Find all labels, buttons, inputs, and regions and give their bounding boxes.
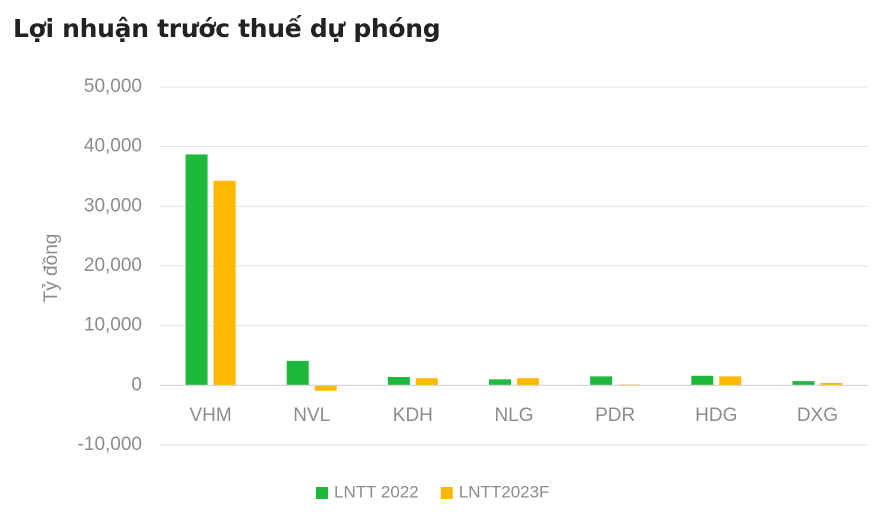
bar-nvl-series-1 <box>286 360 309 386</box>
bar-dxg-series-1 <box>792 381 815 386</box>
legend-label: LNTT2023F <box>459 482 550 501</box>
bar-kdh-series-2 <box>415 378 438 386</box>
bar-dxg-series-2 <box>820 382 843 386</box>
bar-nlg-series-2 <box>517 378 539 386</box>
bar-hdg-series-1 <box>691 375 714 386</box>
bar-kdh-series-1 <box>387 376 410 386</box>
x-tick-label: KDH <box>393 405 433 426</box>
y-tick-label: 50,000 <box>84 76 142 97</box>
bar-vhm-series-2 <box>213 180 236 386</box>
x-tick-label: NVL <box>293 405 330 426</box>
legend-swatch <box>440 487 453 499</box>
gridlines <box>160 86 868 446</box>
x-tick-label: VHM <box>189 405 231 426</box>
x-tick-label: PDR <box>595 405 635 426</box>
x-tick-label: HDG <box>695 405 737 426</box>
x-tick-label: NLG <box>494 405 533 426</box>
y-axis-ticks: 50,000 40,000 30,000 20,000 10,000 0 -10,000 <box>78 76 142 455</box>
y-tick-label: 20,000 <box>84 255 142 276</box>
bar-pdr-series-1 <box>590 376 613 386</box>
y-tick-label: -10,000 <box>78 434 142 455</box>
bar-vhm-series-1 <box>185 154 208 386</box>
y-axis-label: Tỷ đồng <box>41 234 62 303</box>
legend-label: LNTT 2022 <box>334 482 419 501</box>
x-axis-ticks: VHM NVL KDH NLG PDR HDG DXG <box>189 405 838 426</box>
y-tick-label: 0 <box>131 374 142 395</box>
y-tick-label: 10,000 <box>84 315 142 336</box>
legend-swatch <box>316 487 328 499</box>
legend: LNTT 2022 LNTT2023F <box>316 482 549 501</box>
y-tick-label: 30,000 <box>84 195 142 216</box>
x-tick-label: DXG <box>797 405 838 426</box>
bar-nlg-series-1 <box>489 379 511 386</box>
y-tick-label: 40,000 <box>84 136 142 157</box>
bar-nvl-series-2 <box>314 385 337 391</box>
chart-title: Lợi nhuận trước thuế dự phóng <box>13 14 441 43</box>
bar-hdg-series-2 <box>719 376 742 386</box>
bars <box>185 154 843 391</box>
